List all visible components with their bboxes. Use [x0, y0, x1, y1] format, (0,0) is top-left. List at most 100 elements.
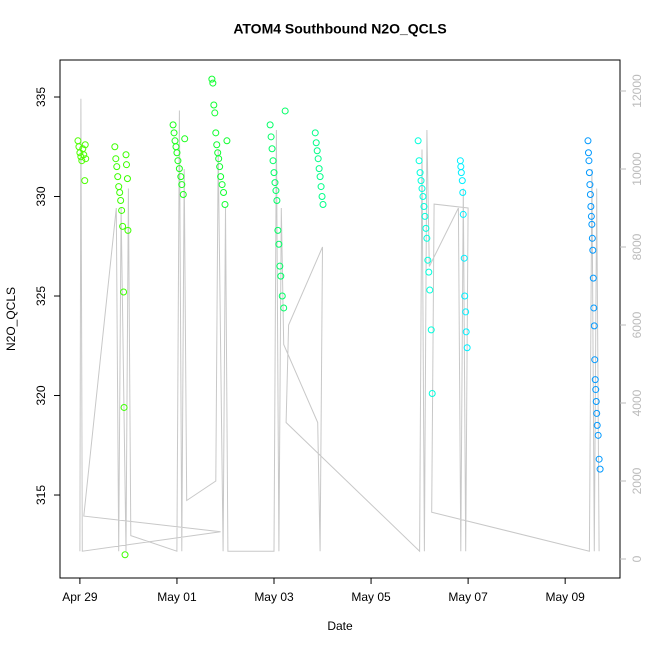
data-point: [178, 181, 186, 189]
data-point: [586, 191, 594, 199]
data-point: [277, 272, 285, 280]
y-tick-label: 330: [34, 186, 48, 206]
data-point: [278, 292, 286, 300]
data-point: [275, 240, 283, 248]
data-point: [210, 101, 218, 109]
chart-title: ATOM4 Southbound N2O_QCLS: [233, 21, 446, 37]
data-point: [113, 163, 121, 171]
data-point: [588, 234, 596, 242]
data-point: [416, 169, 424, 177]
data-point: [117, 196, 125, 204]
altitude-line: [79, 98, 600, 553]
data-point: [280, 304, 288, 312]
data-point: [209, 79, 217, 87]
data-point: [458, 177, 466, 185]
data-point: [461, 292, 469, 300]
data-point: [418, 185, 426, 193]
y-tick-label: 320: [34, 385, 48, 405]
data-point: [592, 397, 600, 405]
data-point: [428, 390, 436, 398]
data-point: [81, 141, 89, 149]
data-point: [82, 155, 90, 163]
data-point: [590, 322, 598, 330]
data-point: [319, 200, 327, 208]
data-point: [591, 356, 599, 364]
data-point: [217, 173, 225, 181]
data-point: [121, 551, 129, 559]
x-axis-label: Date: [327, 619, 353, 633]
x-tick-label: Apr 29: [62, 590, 98, 604]
y-tick-label: 335: [34, 87, 48, 107]
y2-tick-label: 8000: [630, 233, 644, 260]
data-point: [589, 274, 597, 282]
data-point: [281, 107, 289, 115]
x-tick-label: May 03: [254, 590, 294, 604]
data-point: [170, 129, 178, 137]
data-point: [271, 179, 279, 187]
data-point: [78, 157, 86, 165]
data-point: [585, 157, 593, 165]
data-point: [462, 328, 470, 336]
data-point: [269, 157, 277, 165]
data-point: [594, 431, 602, 439]
data-point: [211, 109, 219, 117]
data-point: [590, 304, 598, 312]
data-point: [122, 151, 130, 159]
data-point: [427, 326, 435, 334]
data-point: [267, 133, 275, 141]
data-point: [116, 189, 124, 197]
data-point: [422, 224, 430, 232]
data-point: [593, 409, 601, 417]
y-tick-label: 325: [34, 286, 48, 306]
data-point: [313, 147, 321, 155]
data-point: [218, 181, 226, 189]
data-point: [423, 234, 431, 242]
data-point: [273, 196, 281, 204]
data-point: [120, 403, 128, 411]
data-point: [318, 193, 326, 201]
x-tick-label: May 07: [448, 590, 488, 604]
data-point: [425, 268, 433, 276]
y2-tick-label: 4000: [630, 389, 644, 416]
data-point: [114, 173, 122, 181]
data-point: [112, 155, 120, 163]
x-tick-label: May 01: [157, 590, 197, 604]
data-point: [420, 202, 428, 210]
data-point: [459, 210, 467, 218]
data-point: [312, 139, 320, 147]
data-point: [208, 75, 216, 83]
data-point: [315, 165, 323, 173]
x-tick-label: May 09: [545, 590, 585, 604]
data-point: [80, 151, 88, 159]
y2-tick-label: 2000: [630, 467, 644, 494]
data-point: [118, 206, 126, 214]
data-point: [593, 421, 601, 429]
data-point: [415, 157, 423, 165]
data-point: [419, 193, 427, 201]
data-point: [124, 226, 132, 234]
y-axis-label: N2O_QCLS: [4, 287, 18, 351]
data-point: [181, 135, 189, 143]
data-point: [221, 200, 229, 208]
data-point: [588, 220, 596, 228]
y2-tick-label: 6000: [630, 311, 644, 338]
data-point: [177, 173, 185, 181]
data-point: [316, 173, 324, 181]
data-point: [414, 137, 422, 145]
data-point: [592, 386, 600, 394]
data-point: [276, 262, 284, 270]
data-point: [596, 465, 604, 473]
data-point: [81, 177, 89, 185]
data-point: [179, 191, 187, 199]
data-point: [459, 189, 467, 197]
data-point: [586, 181, 594, 189]
data-point: [426, 286, 434, 294]
data-point: [584, 149, 592, 157]
data-point: [421, 212, 429, 220]
data-point: [223, 137, 231, 145]
data-point: [584, 137, 592, 145]
data-point: [120, 288, 128, 296]
data-point: [215, 155, 223, 163]
